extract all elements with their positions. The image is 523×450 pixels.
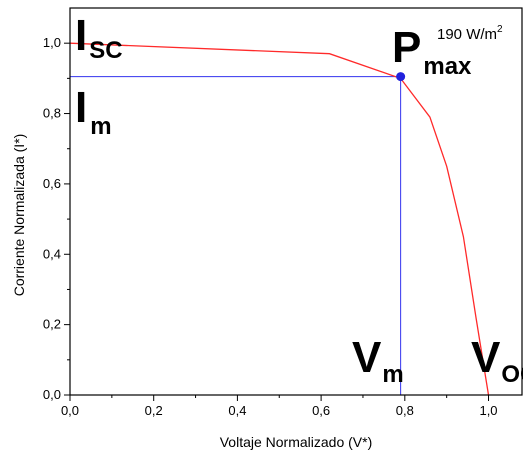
- isc-annotation: ISC: [75, 11, 123, 64]
- x-tick-label: 0,6: [312, 403, 330, 418]
- x-tick-label: 1,0: [479, 403, 497, 418]
- y-tick-label: 0,0: [43, 387, 61, 402]
- irradiance-sup: 2: [497, 24, 503, 35]
- plot-frame: [69, 7, 523, 396]
- im-sub: m: [90, 113, 111, 140]
- y-tick-label: 0,2: [43, 317, 61, 332]
- vm-sub: m: [382, 361, 403, 388]
- max-power-point-marker: [396, 72, 406, 82]
- x-tick-label: 0,0: [61, 403, 79, 418]
- y-tick-label: 0,6: [43, 176, 61, 191]
- vm-main: V: [352, 333, 382, 382]
- ticks-layer: 0,0 0,2 0,4 0,6 0,8 1,0 0,0 0,2 0,4 0,6 0,8 1,0: [43, 35, 498, 418]
- x-tick-label: 0,8: [396, 403, 414, 418]
- irradiance-label: 190 W/m2: [437, 24, 503, 43]
- voc-sub: OC: [501, 361, 523, 388]
- x-tick-label: 0,2: [145, 403, 163, 418]
- iv-curve-line-0: [69, 42, 490, 396]
- vm-annotation: Vm: [352, 333, 404, 388]
- voc-main: V: [471, 333, 501, 382]
- im-main: I: [75, 83, 87, 132]
- y-tick-label: 1,0: [43, 35, 61, 50]
- y-tick-label: 0,4: [43, 246, 61, 261]
- x-axis-title: Voltaje Normalizado (V*): [220, 434, 373, 450]
- voc-annotation: VOC: [471, 333, 523, 388]
- pmax-sub: max: [423, 53, 472, 80]
- x-tick-label: 0,4: [228, 403, 246, 418]
- curve-layer: [69, 42, 490, 396]
- pmax-main: P: [392, 23, 421, 72]
- pmax-annotation: Pmax: [392, 23, 472, 80]
- isc-main: I: [75, 11, 87, 60]
- isc-sub: SC: [89, 37, 122, 64]
- y-axis-title: Corriente Normalizada (I*): [11, 134, 27, 297]
- irradiance-text: 190 W/m: [437, 26, 497, 43]
- y-tick-label: 0,8: [43, 106, 61, 121]
